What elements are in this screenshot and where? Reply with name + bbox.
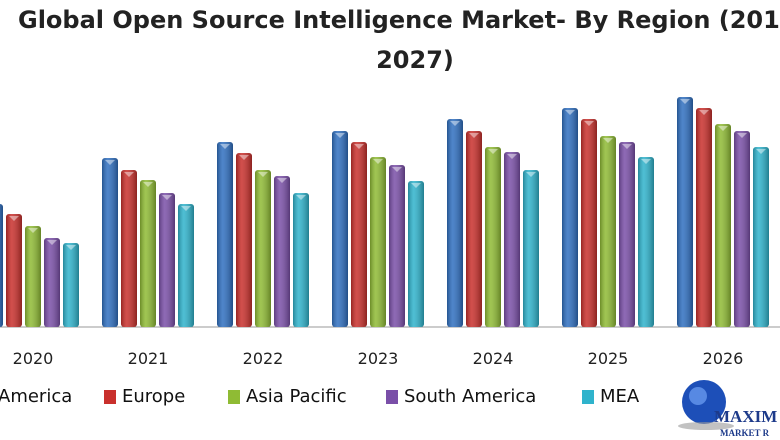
legend-label: MEA <box>600 386 640 407</box>
bar-asia-pacific-2026 <box>715 124 731 327</box>
bar-south-america-2021 <box>159 193 175 327</box>
maximize-logo: MAXIM MARKET R <box>678 380 777 438</box>
bar-south-america-2025 <box>619 142 635 327</box>
bar-europe-2023 <box>351 142 367 327</box>
bar-america-2026 <box>677 97 693 327</box>
bar-asia-pacific-2025 <box>600 136 616 327</box>
bar-asia-pacific-2021 <box>140 180 156 327</box>
bar-south-america-2023 <box>389 165 405 327</box>
legend-item-asia-pacific: Asia Pacific <box>228 386 347 407</box>
bar-mea-2023 <box>408 181 424 327</box>
bar-mea-2020 <box>63 243 79 327</box>
bar-mea-2026 <box>753 147 769 327</box>
bar-america-2023 <box>332 131 348 327</box>
legend-swatch <box>582 389 594 404</box>
chart-title-line2: 2027) <box>376 46 454 74</box>
x-tick-label: 2021 <box>128 349 169 368</box>
legend-swatch <box>386 389 398 404</box>
bar-asia-pacific-2022 <box>255 170 271 327</box>
bar-mea-2025 <box>638 157 654 327</box>
bar-europe-2026 <box>696 108 712 327</box>
x-tick-label: 2026 <box>703 349 744 368</box>
x-tick-label: 2023 <box>358 349 399 368</box>
bar-europe-2022 <box>236 153 252 327</box>
svg-text:MARKET R: MARKET R <box>720 428 770 438</box>
bar-south-america-2026 <box>734 131 750 327</box>
bar-europe-2024 <box>466 131 482 327</box>
legend-swatch <box>104 389 116 404</box>
bar-europe-2021 <box>121 170 137 327</box>
legend-label: Asia Pacific <box>246 386 347 407</box>
x-tick-label: 2025 <box>588 349 629 368</box>
bar-south-america-2024 <box>504 152 520 327</box>
bar-mea-2021 <box>178 204 194 327</box>
x-tick-label: 2020 <box>13 349 54 368</box>
legend-item-america: America <box>0 386 72 407</box>
bar-asia-pacific-2024 <box>485 147 501 327</box>
legend-item-mea: MEA <box>582 386 639 407</box>
bar-america-2021 <box>102 158 118 327</box>
x-tick-label: 2024 <box>473 349 514 368</box>
bar-america-2024 <box>447 119 463 327</box>
bar-europe-2025 <box>581 119 597 327</box>
bar-asia-pacific-2020 <box>25 226 41 327</box>
bar-america-2020 <box>0 204 3 327</box>
legend-label: Europe <box>122 386 186 407</box>
bar-america-2022 <box>217 142 233 327</box>
legend-item-south-america: South America <box>386 386 536 407</box>
legend-swatch <box>228 389 240 404</box>
legend-item-europe: Europe <box>104 386 185 407</box>
legend-label: America <box>0 386 73 407</box>
svg-text:MAXIM: MAXIM <box>714 407 777 426</box>
bar-mea-2022 <box>293 193 309 327</box>
bar-europe-2020 <box>6 214 22 327</box>
bar-mea-2024 <box>523 170 539 327</box>
bar-south-america-2020 <box>44 238 60 327</box>
bar-south-america-2022 <box>274 176 290 327</box>
bar-asia-pacific-2023 <box>370 157 386 327</box>
legend-label: South America <box>404 386 537 407</box>
chart-title-line1: Global Open Source Intelligence Market- … <box>18 6 780 34</box>
x-tick-label: 2022 <box>243 349 284 368</box>
bar-america-2025 <box>562 108 578 327</box>
